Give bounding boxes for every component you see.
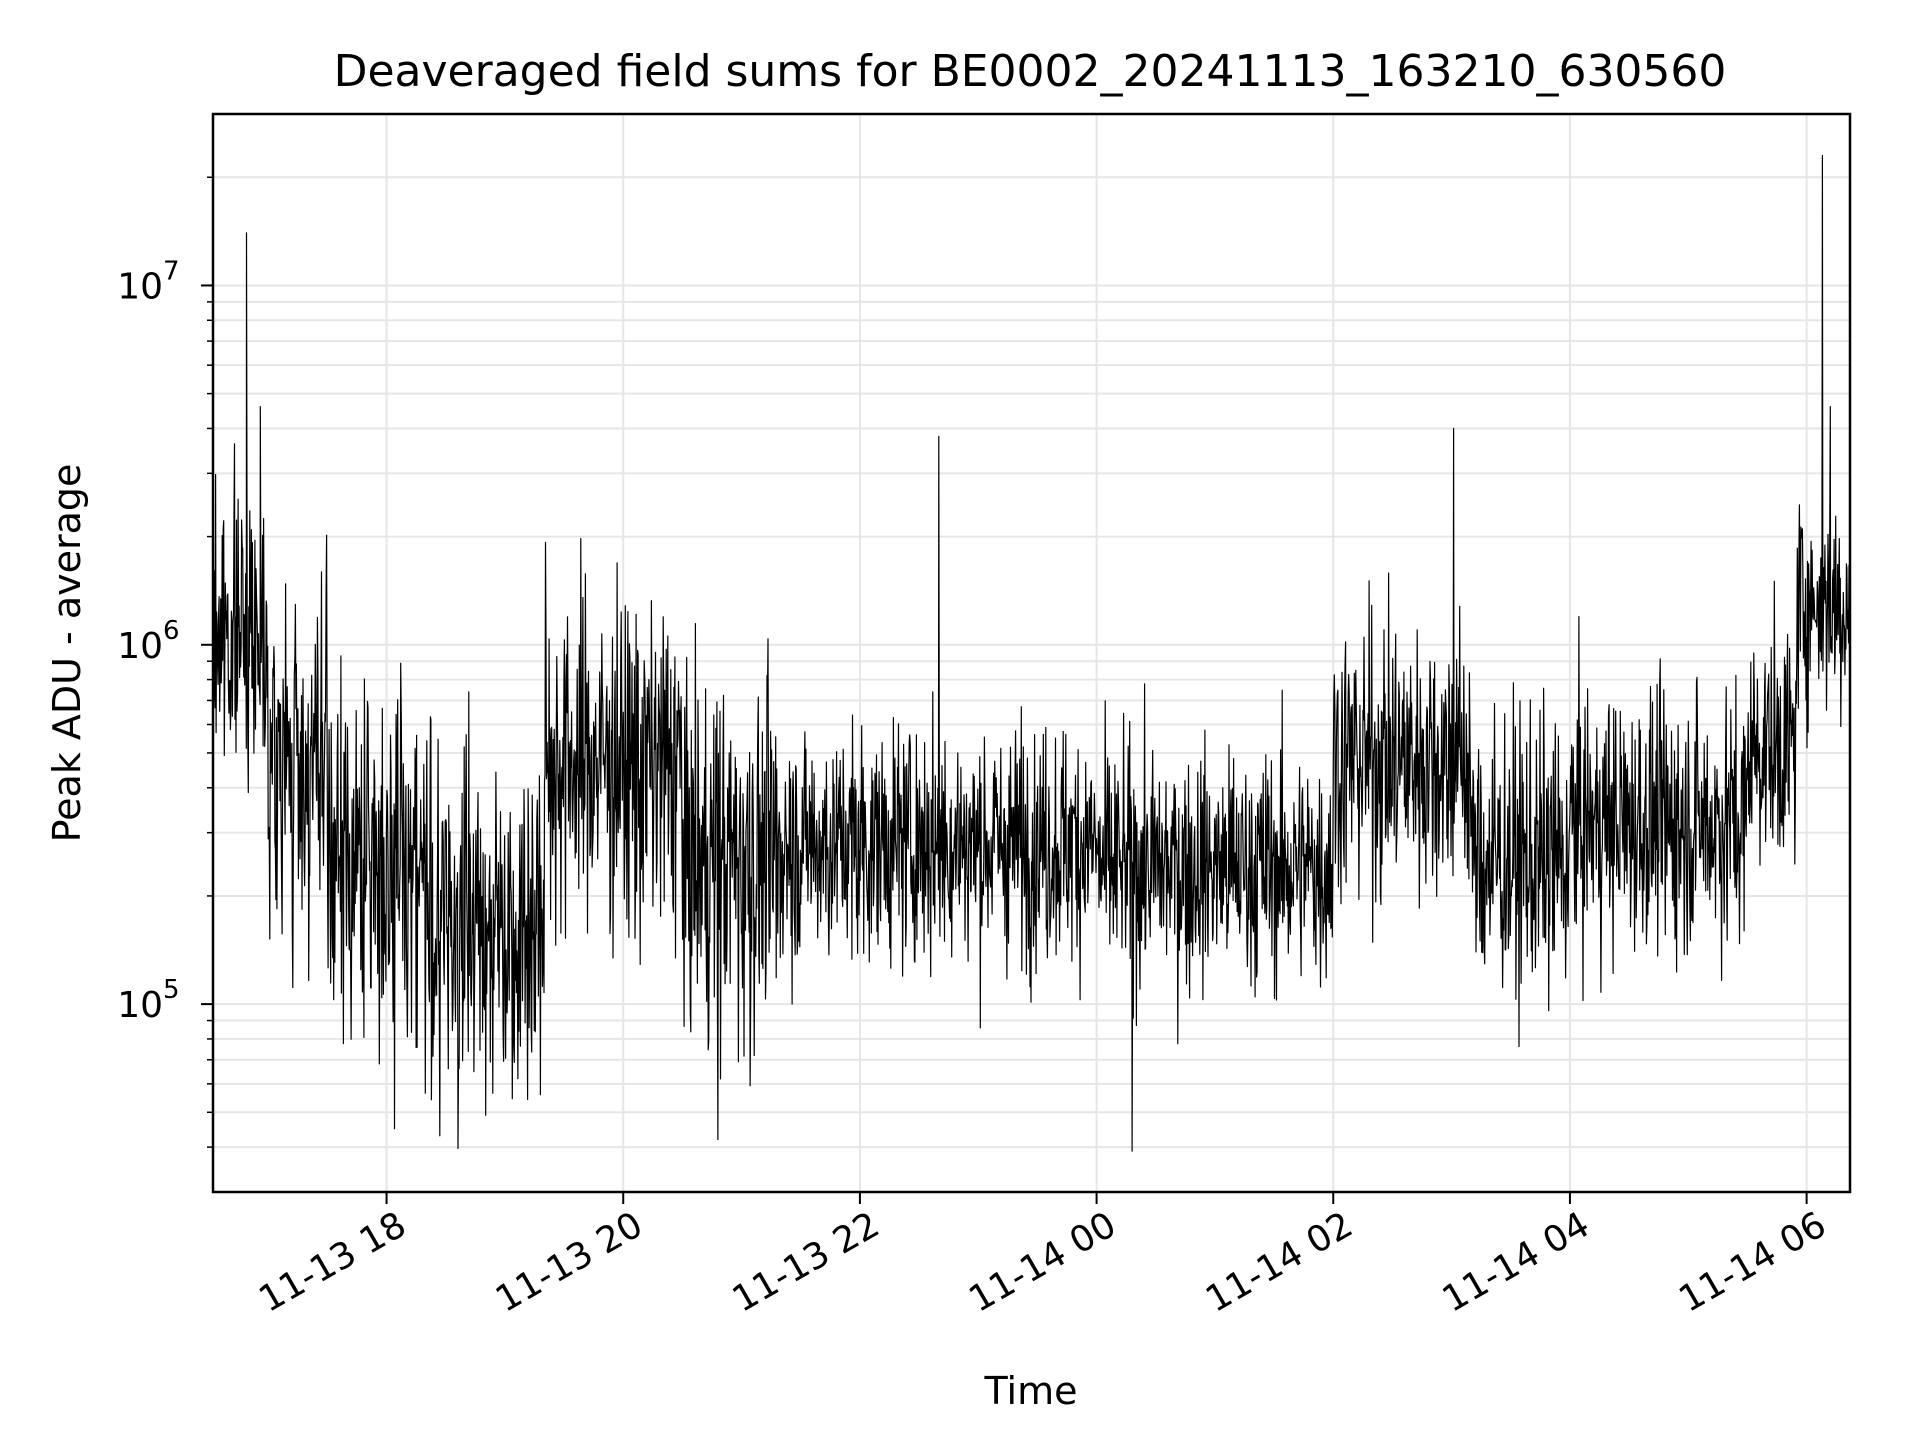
plot-frame: [211, 112, 1852, 1194]
grid: [213, 114, 1850, 1192]
y-tick-label: 10: [117, 266, 163, 307]
x-tick-label: 11-13 20: [489, 1204, 650, 1320]
y-tick-exponent: 7: [163, 256, 180, 286]
x-tick-label: 11-14 04: [1436, 1204, 1597, 1320]
y-tick-label: 10: [117, 626, 163, 667]
x-tick-label: 11-13 22: [726, 1204, 887, 1320]
y-tick-exponent: 6: [163, 616, 180, 646]
y-tick-exponent: 5: [163, 975, 180, 1005]
x-tick-label: 11-14 02: [1199, 1204, 1360, 1320]
x-axis-label: Time: [984, 1369, 1078, 1413]
x-tick-label: 11-14 06: [1672, 1204, 1833, 1320]
x-tick-label: 11-13 18: [252, 1204, 413, 1320]
y-axis-label: Peak ADU - average: [45, 464, 89, 843]
series-path: [212, 154, 1851, 1152]
series-line: [212, 154, 1851, 1152]
chart-title: Deaveraged field sums for BE0002_2024111…: [334, 46, 1727, 97]
y-tick-label: 10: [117, 985, 163, 1026]
x-tick-label: 11-14 00: [962, 1204, 1123, 1320]
